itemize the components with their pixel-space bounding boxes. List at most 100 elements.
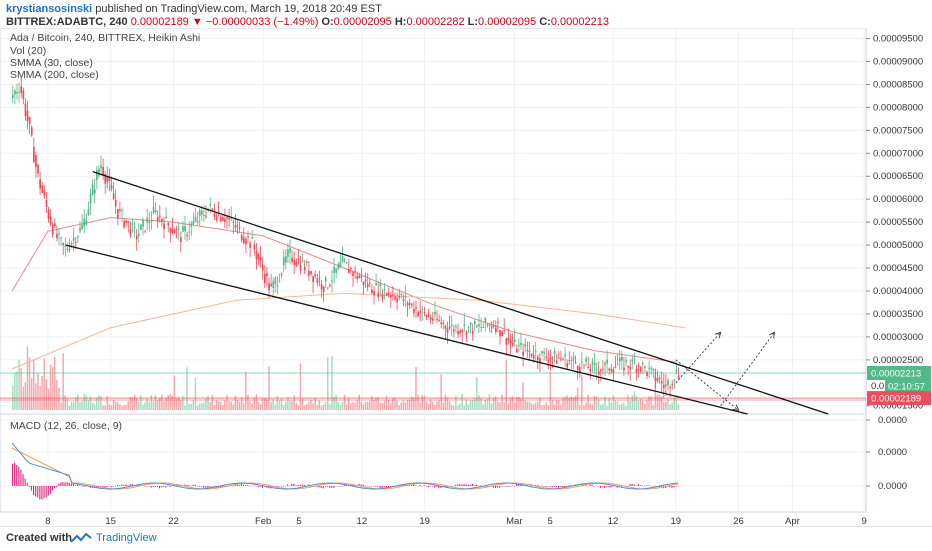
candle-body [68,249,71,251]
price-tick-label: 0.00003000 [873,332,923,343]
volume-bar [448,401,451,410]
volume-bar [549,371,552,410]
volume-bar [478,395,480,410]
legend-macd[interactable]: MACD (12, 26, close, 9) [10,420,122,432]
macd-histogram-bar [459,484,461,486]
candle-body [526,349,529,351]
candle-body [555,360,558,364]
volume-bar [100,396,102,410]
candle-body [419,311,422,314]
volume-bar [54,356,56,410]
macd-histogram-bar [642,485,644,487]
candle-body [251,237,254,239]
volume-bar [217,401,220,410]
volume-bar [89,396,92,410]
candle-body [20,86,23,94]
volume-bar [230,401,232,410]
candle-body [285,256,287,263]
macd-histogram-bar [446,486,448,488]
candle-body [652,368,655,371]
candle-body [327,287,329,289]
candle-body [547,359,550,363]
volume-bar [123,404,125,410]
volume-bar [547,405,549,410]
volume-bar [70,401,73,410]
macd-tick-label: 0.0000 [878,447,907,458]
time-tick-label: 15 [105,516,116,526]
volume-bar [369,401,371,410]
macd-histogram-bar [110,486,112,488]
volume-bar [35,383,37,410]
volume-bar [505,359,507,410]
macd-histogram-bar [35,486,37,497]
macd-histogram-bar [285,486,287,487]
candle-body [264,274,266,284]
candle-body [98,168,100,176]
volume-bar [320,405,323,410]
macd-histogram-bar [455,484,457,486]
macd-histogram-bar [354,485,356,486]
volume-bar [360,401,363,410]
volume-bar [45,379,48,410]
volume-bar [631,395,633,410]
trendlines[interactable] [65,171,829,415]
volume-bar [484,399,486,410]
candle-body [236,225,239,227]
tradingview-brand-link[interactable]: TradingView [96,532,157,544]
macd-histogram-bar [190,485,192,487]
candle-body [528,350,531,352]
macd-histogram-bar [421,486,423,487]
macd-histogram-bar [238,484,240,486]
volume-bar [652,404,654,410]
macd-tick-label: 0.0000 [878,481,907,492]
candle-body [337,263,340,270]
volume-bar [629,401,631,410]
volume-bar [539,397,541,410]
candle-body [89,194,92,204]
volume-bar [314,398,316,410]
candle-body [614,366,617,368]
macd-histogram-bar [492,486,494,488]
candle-body [177,228,180,230]
macd-histogram-bar [673,486,675,488]
candle-body [43,190,46,196]
smma30-line [11,217,676,363]
macd-pane[interactable] [0,413,867,513]
volume-bar [400,402,402,410]
macd-histogram-bar [169,486,171,487]
volume-bar [436,401,438,410]
author-link[interactable]: krystiansosinski [6,3,93,15]
volume-bar [240,397,243,410]
candle-body [421,308,424,310]
candle-body [112,193,115,200]
volume-bar [654,370,657,410]
candle-body [93,189,96,194]
price-pane[interactable] [0,28,867,415]
macd-histogram-bar [453,485,455,487]
volume-bar [488,394,491,410]
macd-histogram-bar [234,484,236,486]
chart-canvas[interactable]: 0.00000.00000.0000 0.000095000.000090000… [0,28,932,526]
candle-body [644,366,646,368]
macd-histogram-bar [429,485,431,487]
candle-body [261,264,264,271]
volume-bar [238,401,241,410]
time-tick-label: 19 [419,516,430,526]
volume-bar [77,394,79,410]
candle-body [165,216,167,219]
legend-main[interactable]: Ada / Bitcoin, 240, BITTREX, Heikin Ashi [10,32,200,44]
candle-body [427,315,430,317]
macd-histogram-bar [66,482,68,486]
macd-histogram-bar [484,486,486,487]
macd-histogram-bar [465,484,467,486]
legend-volume[interactable]: Vol (20) [10,45,46,57]
macd-histogram-bar [163,486,165,487]
macd-histogram-bar [364,485,366,487]
candle-body [127,221,130,223]
legend-smma30[interactable]: SMMA (30, close) [10,57,93,69]
legend-smma200[interactable]: SMMA (200, close) [10,69,99,81]
volume-bar [117,402,119,410]
macd-histogram-bar [444,486,446,488]
candle-body [146,217,149,223]
candle-body [381,294,384,299]
